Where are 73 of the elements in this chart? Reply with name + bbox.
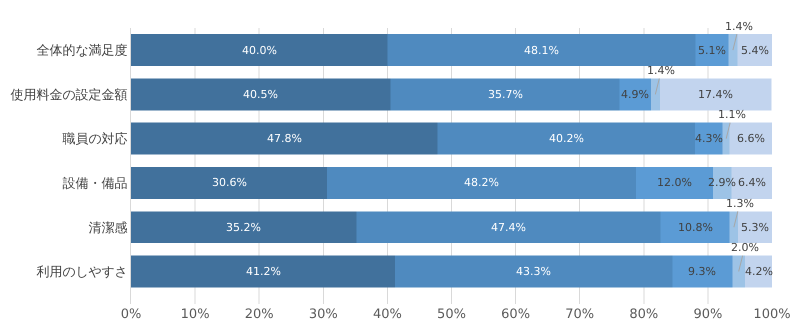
data-label: 43.3% (516, 265, 551, 278)
bar (738, 211, 772, 244)
x-tick-label: 20% (244, 307, 274, 322)
bar (390, 78, 620, 110)
data-label: 40.5% (243, 88, 278, 101)
x-tick-label: 70% (565, 307, 594, 322)
bar (728, 34, 738, 66)
data-label: 2.0% (731, 241, 759, 254)
x-tick-label: 60% (501, 307, 530, 322)
data-label: 47.8% (267, 132, 302, 145)
bar (437, 122, 696, 155)
y-tick-label: 設備・備品 (62, 176, 128, 192)
x-tick-label: 100% (753, 307, 791, 322)
data-label: 6.4% (738, 176, 766, 189)
x-tick-label: 50% (437, 307, 466, 322)
data-label: 40.0% (242, 44, 277, 57)
data-label: 12.0% (657, 176, 692, 189)
bar (660, 211, 730, 244)
data-label: 4.3% (695, 132, 723, 145)
data-label: 41.2% (246, 265, 281, 278)
data-label: 6.6% (737, 132, 765, 145)
y-tick-label: 職員の対応 (62, 131, 128, 148)
x-tick-label: 90% (693, 307, 722, 322)
data-label: 1.4% (647, 64, 675, 77)
data-label: 2.9% (708, 176, 736, 189)
bar (387, 34, 696, 66)
bar (696, 34, 728, 66)
bar (131, 211, 357, 244)
y-tick-label: 清潔感 (88, 220, 128, 236)
bar (722, 122, 730, 155)
bar (131, 34, 388, 66)
bar (131, 167, 328, 199)
bar (672, 256, 732, 288)
data-label: 30.6% (212, 176, 247, 189)
x-tick-label: 30% (308, 307, 338, 322)
data-label: 4.9% (621, 88, 649, 101)
data-label: 10.8% (678, 221, 713, 234)
data-label: 35.2% (226, 221, 261, 234)
y-tick-label: 利用のしやすさ (36, 265, 128, 280)
bar (619, 78, 651, 110)
x-tick-label: 40% (372, 307, 402, 322)
bar (131, 256, 396, 288)
data-label: 17.4% (698, 88, 733, 101)
y-tick-label: 使用料金の設定金額 (10, 88, 128, 103)
bar (660, 78, 772, 110)
data-label: 1.4% (725, 20, 753, 33)
x-tick-label: 80% (629, 307, 658, 322)
y-tick-label: 全体的な満足度 (36, 42, 128, 59)
data-label: 5.3% (741, 221, 769, 234)
data-label: 9.3% (688, 265, 716, 278)
x-tick-label: 10% (180, 307, 210, 322)
bar (131, 122, 438, 155)
data-label: 48.2% (464, 176, 499, 189)
data-label: 35.7% (488, 88, 523, 101)
bar (730, 211, 738, 244)
bar (732, 256, 746, 288)
data-label: 48.1% (524, 44, 559, 57)
bar (131, 78, 391, 110)
bar (745, 256, 772, 288)
data-label: 1.3% (726, 197, 754, 210)
data-label: 4.2% (745, 265, 773, 278)
data-label: 5.1% (698, 44, 726, 57)
data-label: 40.2% (549, 132, 584, 145)
bar (395, 256, 673, 288)
data-label: 47.4% (491, 221, 526, 234)
bar (737, 34, 772, 66)
bar (730, 122, 772, 155)
bar (327, 167, 636, 199)
x-tick-label: 0% (120, 307, 142, 322)
data-label: 1.1% (718, 108, 746, 121)
data-label: 5.4% (741, 44, 769, 57)
bar (356, 211, 660, 244)
bar (650, 78, 660, 110)
